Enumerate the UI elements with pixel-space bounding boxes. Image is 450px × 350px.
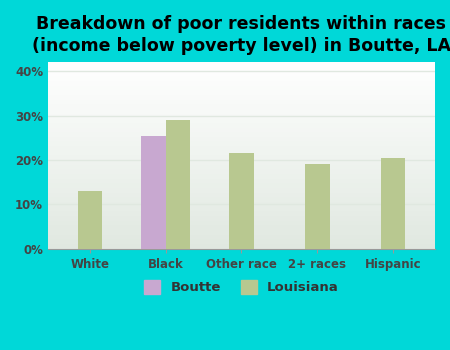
Bar [48,72,435,76]
Bar [48,141,435,146]
Bar [48,202,435,207]
Bar [381,158,405,248]
Bar [48,127,435,132]
Bar [48,179,435,183]
Bar [48,100,435,104]
Bar [48,183,435,188]
Bar [48,137,435,141]
Bar [48,81,435,86]
Bar [48,216,435,221]
Bar [141,135,166,248]
Bar [48,104,435,109]
Bar [48,95,435,100]
Bar [48,174,435,179]
Bar [48,165,435,169]
Bar [48,193,435,197]
Bar [48,155,435,160]
Bar [230,153,254,248]
Bar [77,191,102,248]
Legend: Boutte, Louisiana: Boutte, Louisiana [144,280,339,294]
Bar [48,197,435,202]
Bar [48,132,435,137]
Bar [48,211,435,216]
Bar [48,244,435,248]
Bar [48,62,435,67]
Bar [48,86,435,90]
Bar [48,109,435,113]
Bar [48,151,435,155]
Bar [48,123,435,127]
Bar [48,113,435,118]
Bar [166,120,190,248]
Bar [48,118,435,123]
Bar [48,146,435,151]
Bar [48,188,435,193]
Bar [305,164,329,248]
Bar [48,230,435,235]
Bar [48,169,435,174]
Bar [48,67,435,72]
Bar [48,90,435,95]
Bar [48,225,435,230]
Bar [48,207,435,211]
Bar [48,239,435,244]
Bar [48,160,435,165]
Bar [48,234,435,239]
Bar [48,221,435,225]
Bar [48,76,435,81]
Title: Breakdown of poor residents within races
(income below poverty level) in Boutte,: Breakdown of poor residents within races… [32,15,450,55]
